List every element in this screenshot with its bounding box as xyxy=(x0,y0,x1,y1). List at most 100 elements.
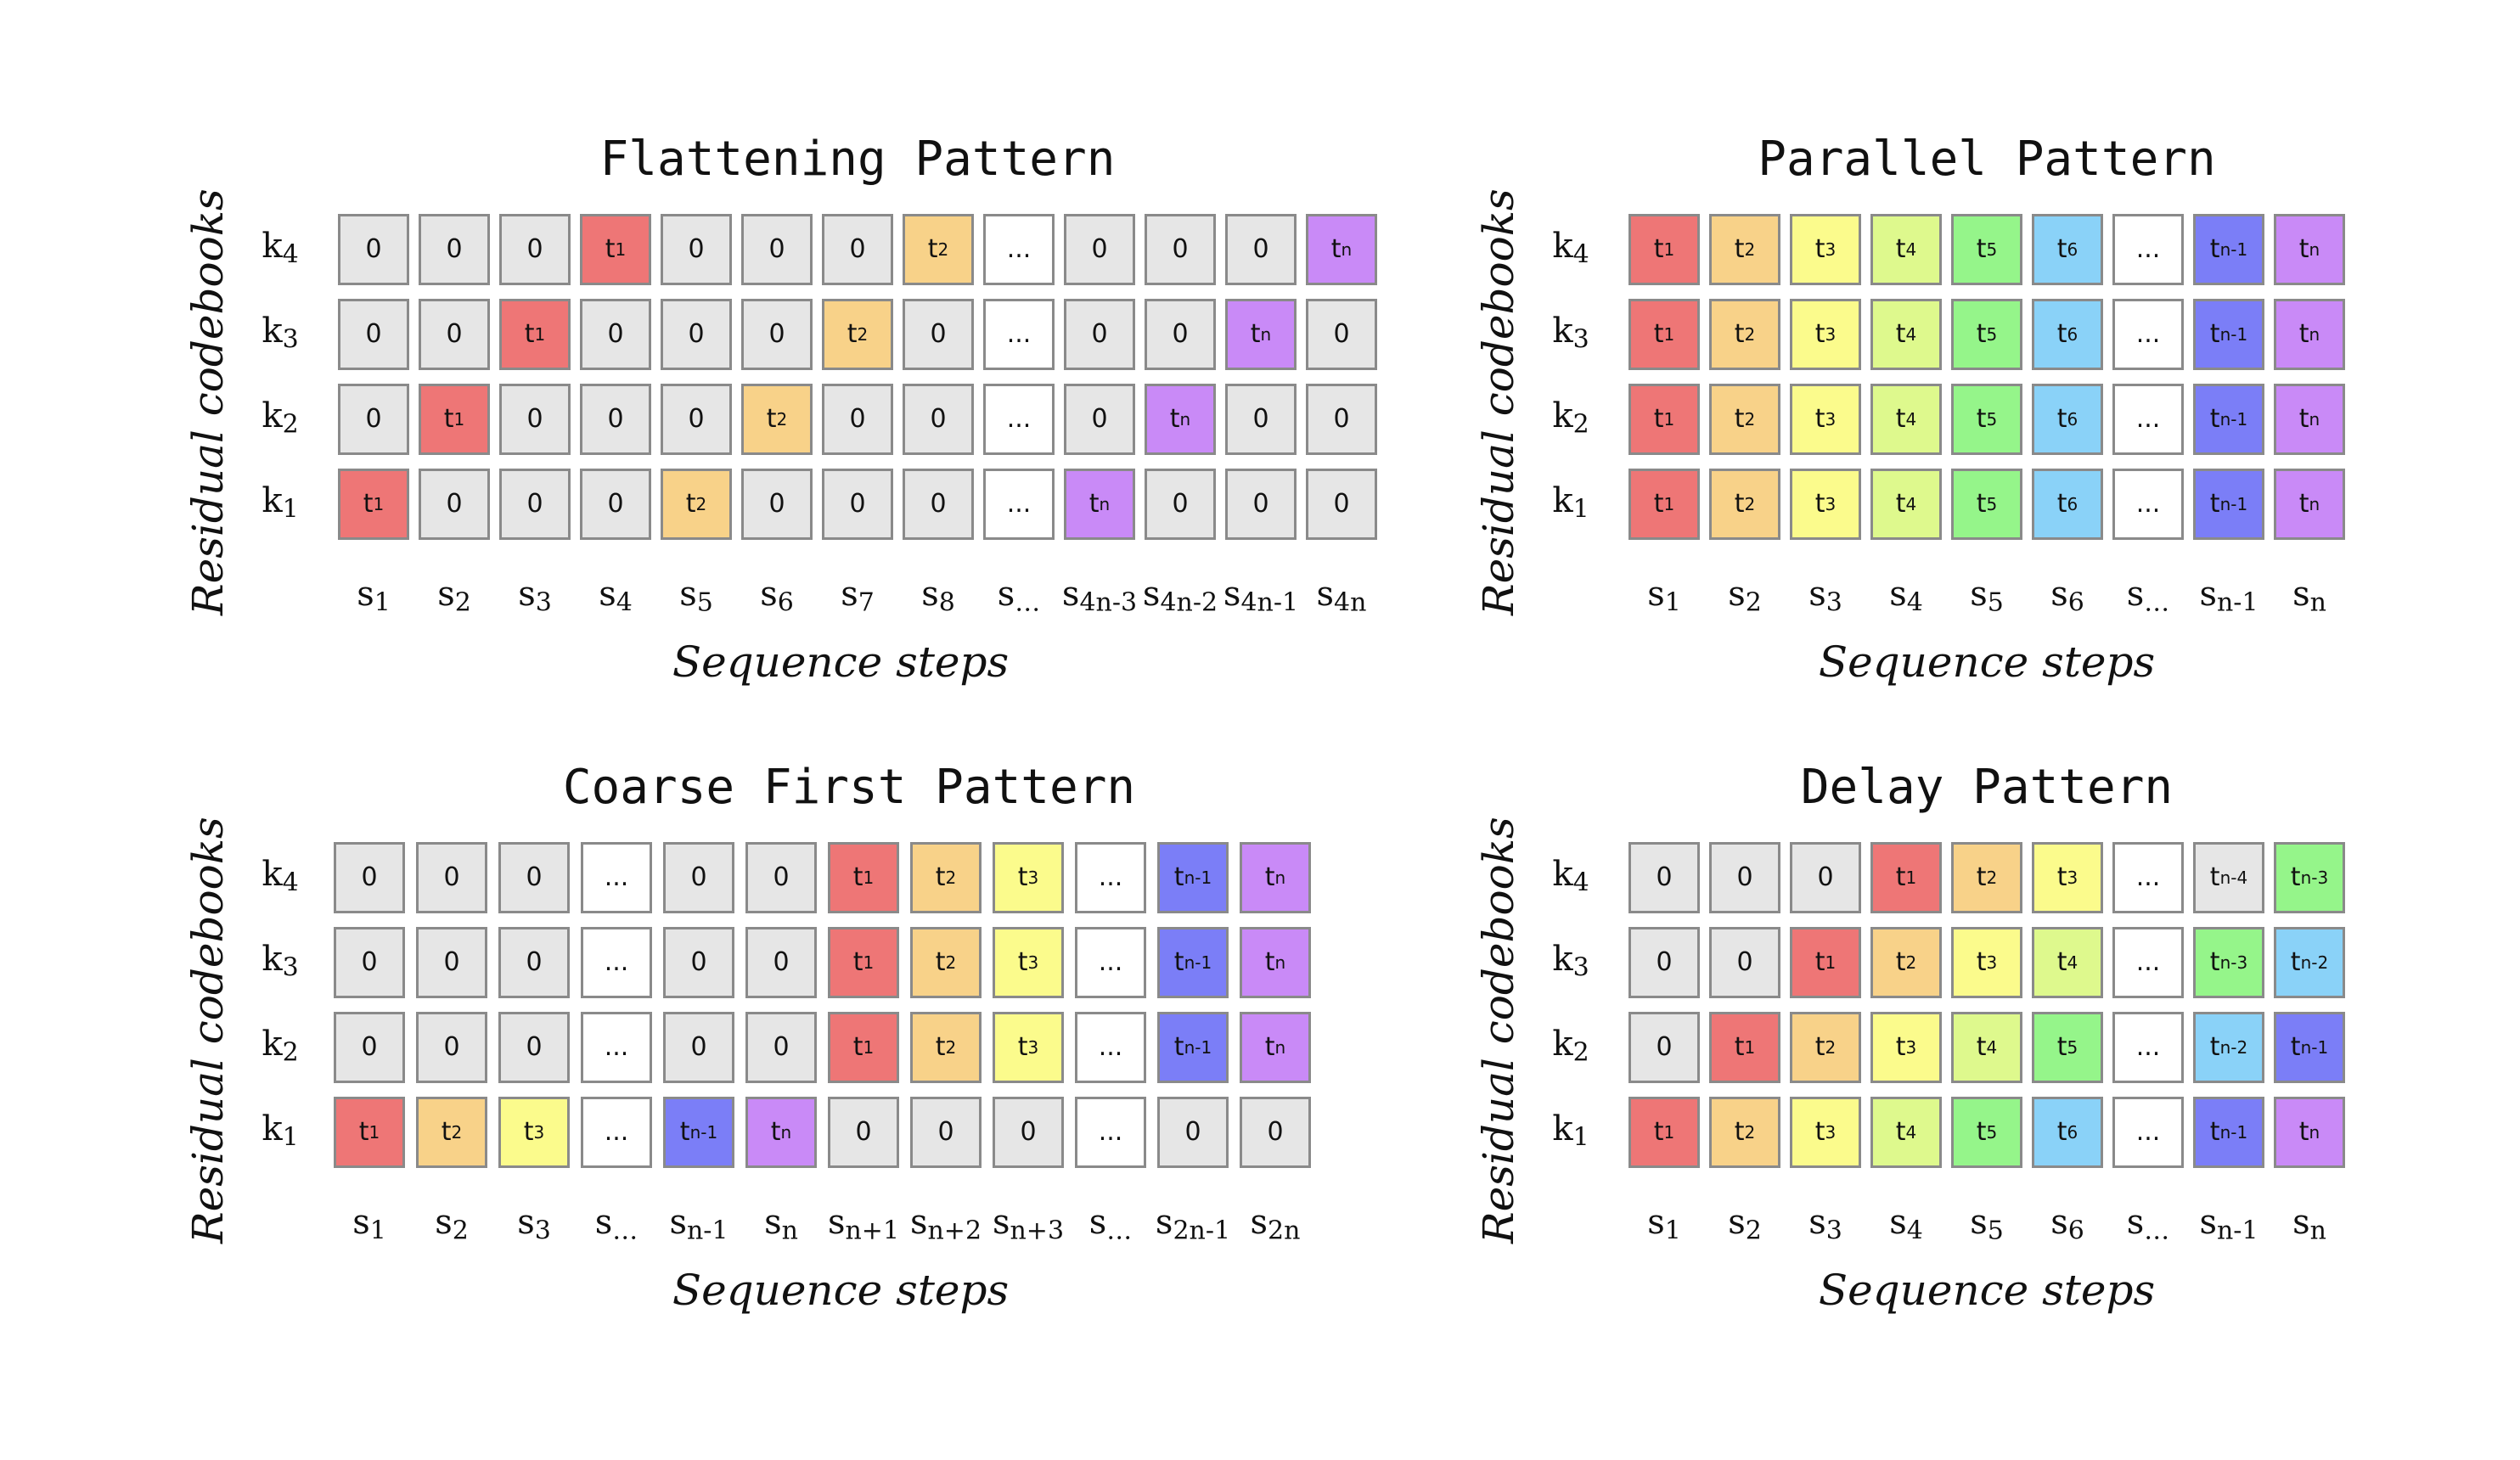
ellipsis-cell: ... xyxy=(2112,469,2184,540)
ellipsis-cell: ... xyxy=(581,927,652,998)
zero-cell: 0 xyxy=(1064,299,1135,370)
zero-cell: 0 xyxy=(903,384,974,455)
panel-title: Parallel Pattern xyxy=(1758,132,2216,187)
column-label: s… xyxy=(997,575,1041,618)
zero-cell: 0 xyxy=(663,842,734,913)
panel-delay: Delay Pattern Residual codebooks Sequenc… xyxy=(0,0,2345,1311)
zero-cell: 0 xyxy=(822,214,893,285)
row-label-k4: k4 xyxy=(1552,227,1589,270)
column-label: s… xyxy=(2126,1203,2170,1246)
token-cell: t n-2 xyxy=(2274,927,2345,998)
token-cell: t n-1 xyxy=(1157,1012,1229,1083)
column-label: s1 xyxy=(357,575,391,618)
zero-cell: 0 xyxy=(1225,469,1297,540)
zero-cell: 0 xyxy=(499,214,571,285)
zero-cell: 0 xyxy=(741,214,813,285)
token-cell: t n-1 xyxy=(663,1097,734,1168)
x-axis-label: Sequence steps xyxy=(1818,637,2156,687)
column-label: s1 xyxy=(352,1203,386,1246)
y-axis-label: Residual codebooks xyxy=(1474,188,1523,615)
column-label: s… xyxy=(1088,1203,1133,1246)
zero-cell: 0 xyxy=(745,927,817,998)
zero-cell: 0 xyxy=(1628,842,1700,913)
zero-cell: 0 xyxy=(580,299,651,370)
zero-cell: 0 xyxy=(334,842,405,913)
column-label: s4n xyxy=(1316,575,1367,618)
zero-cell: 0 xyxy=(416,1012,487,1083)
column-label: sn+3 xyxy=(992,1203,1065,1246)
column-label: s4n-1 xyxy=(1223,575,1299,618)
zero-cell: 0 xyxy=(745,1012,817,1083)
token-cell: t n-3 xyxy=(2193,927,2264,998)
zero-cell: 0 xyxy=(663,927,734,998)
ellipsis-cell: ... xyxy=(2112,927,2184,998)
ellipsis-cell: ... xyxy=(2112,1097,2184,1168)
column-label: s4 xyxy=(1889,575,1923,618)
column-label: s6 xyxy=(2050,1203,2084,1246)
row-label-k4: k4 xyxy=(262,227,299,270)
zero-cell: 0 xyxy=(1240,1097,1311,1168)
zero-cell: 0 xyxy=(663,1012,734,1083)
y-axis-label: Residual codebooks xyxy=(183,817,233,1244)
panel-coarse-first: Coarse First Pattern Residual codebooks … xyxy=(0,0,1311,1311)
row-label-k1: k1 xyxy=(262,1109,299,1153)
y-axis-label: Residual codebooks xyxy=(1474,817,1523,1244)
column-label: s1 xyxy=(1647,1203,1681,1246)
ellipsis-cell: ... xyxy=(581,842,652,913)
zero-cell: 0 xyxy=(903,469,974,540)
zero-cell: 0 xyxy=(910,1097,982,1168)
zero-cell: 0 xyxy=(828,1097,899,1168)
zero-cell: 0 xyxy=(741,469,813,540)
column-label: s3 xyxy=(1808,575,1842,618)
column-label: sn-1 xyxy=(2199,575,2258,618)
zero-cell: 0 xyxy=(1225,214,1297,285)
zero-cell: 0 xyxy=(1709,842,1780,913)
row-label-k3: k3 xyxy=(1552,312,1589,355)
column-label: s6 xyxy=(760,575,794,618)
row-label-k3: k3 xyxy=(262,312,299,355)
zero-cell: 0 xyxy=(416,927,487,998)
zero-cell: 0 xyxy=(419,214,490,285)
row-label-k2: k2 xyxy=(262,1025,299,1068)
ellipsis-cell: ... xyxy=(1075,1012,1146,1083)
ellipsis-cell: ... xyxy=(581,1012,652,1083)
zero-cell: 0 xyxy=(498,927,570,998)
column-label: sn+1 xyxy=(827,1203,900,1246)
zero-cell: 0 xyxy=(416,842,487,913)
column-label: s2 xyxy=(437,575,471,618)
zero-cell: 0 xyxy=(499,384,571,455)
token-cell: t n-1 xyxy=(2193,384,2264,455)
column-label: s4 xyxy=(1889,1203,1923,1246)
zero-cell: 0 xyxy=(661,384,732,455)
column-label: sn xyxy=(2292,1203,2326,1246)
